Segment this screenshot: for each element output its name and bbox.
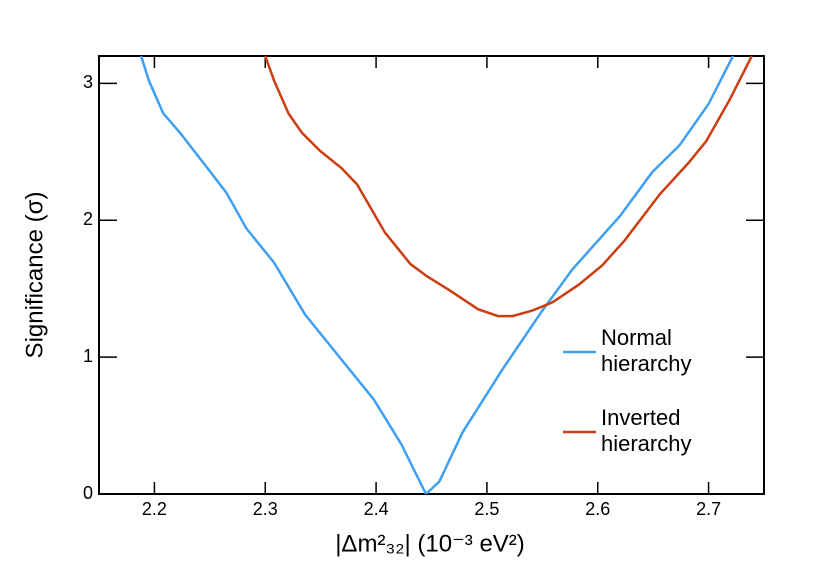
y-axis-title: Significance (σ) [21, 192, 48, 359]
y-tick-label: 0 [83, 483, 93, 503]
x-tick-label: 2.2 [142, 499, 167, 519]
legend-label: Inverted hierarchy [601, 405, 692, 456]
legend-label: Normal hierarchy [601, 325, 692, 376]
y-tick-label: 2 [83, 209, 93, 229]
x-tick-label: 2.3 [253, 499, 278, 519]
x-tick-label: 2.5 [474, 499, 499, 519]
x-tick-label: 2.6 [585, 499, 610, 519]
series-line [139, 56, 735, 494]
y-tick-label: 1 [83, 346, 93, 366]
y-tick-label: 3 [83, 72, 93, 92]
plot-frame [98, 55, 765, 495]
series-line [264, 56, 753, 318]
x-tick-label: 2.4 [364, 499, 389, 519]
x-axis-title: |Δm²₃₂| (10⁻³ eV²) [335, 530, 525, 557]
x-tick-label: 2.7 [696, 499, 721, 519]
